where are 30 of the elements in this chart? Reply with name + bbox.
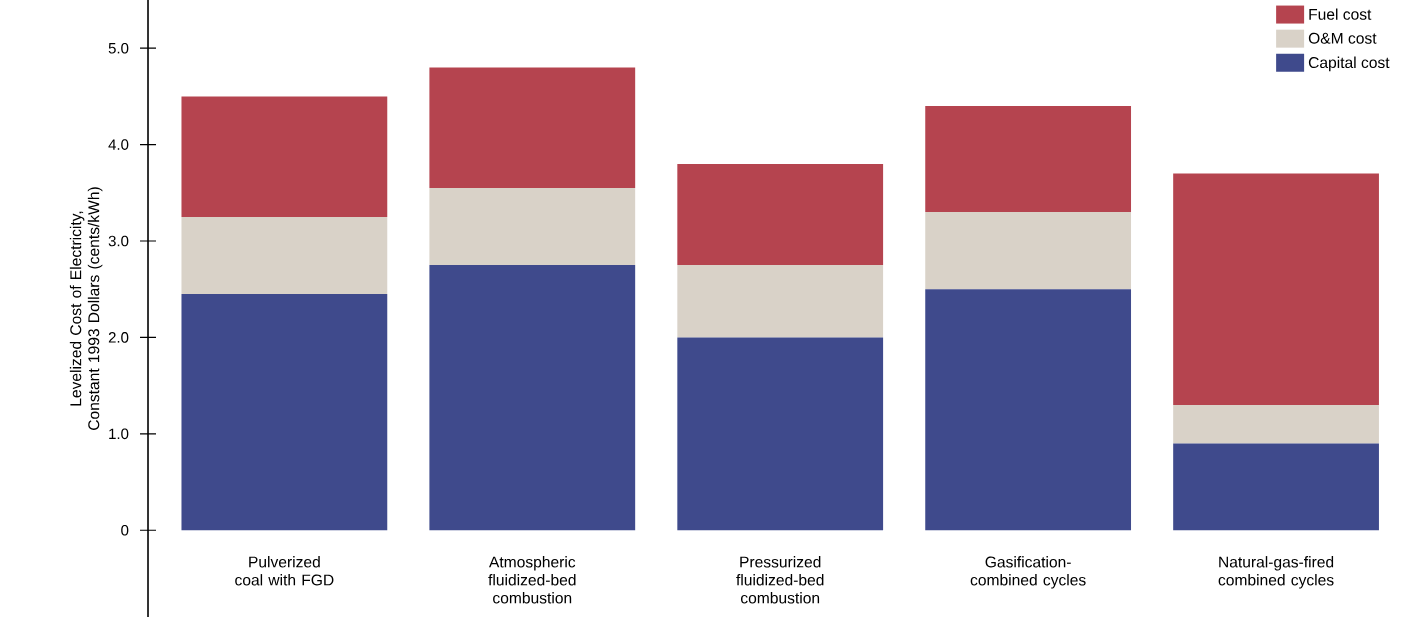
y-tick-label: 4.0 (108, 139, 129, 150)
x-tick-label: Atmospheric fluidized-bed combustion (488, 556, 576, 604)
bar (181, 294, 388, 531)
x-tick-label: Natural-gas-fired combined cycles (1218, 556, 1334, 589)
bar (677, 163, 884, 266)
bar (1173, 404, 1379, 444)
bar (677, 265, 884, 338)
y-axis-title: Levelized Cost of Electricity, Constant 1993 Dollars (cents/kWh) (69, 187, 103, 430)
y-tick-label: 1.0 (109, 428, 129, 440)
bar (925, 289, 1132, 531)
y-tick-label: 5.0 (108, 42, 129, 54)
y-tick-label: 2.0 (108, 332, 129, 343)
bar (925, 212, 1132, 290)
legend-label: Fuel cost (1309, 8, 1372, 20)
bar (181, 96, 388, 217)
x-tick-label: Pulverized coal with FGD (235, 556, 334, 586)
bar (677, 337, 884, 531)
y-tick-label: 3.0 (108, 235, 129, 247)
bar (429, 67, 636, 188)
y-tick-label: 0 (121, 524, 129, 536)
bar (429, 188, 636, 266)
x-tick-label: Pressurized fluidized-bed combustion (736, 556, 824, 604)
bar (181, 216, 388, 295)
legend-label: Capital cost (1308, 56, 1390, 72)
bar (429, 265, 636, 531)
x-tick-label: Gasification-combined cycles (970, 556, 1086, 589)
bar (1173, 173, 1379, 405)
bar (925, 106, 1132, 213)
legend-label: O&M cost (1308, 32, 1377, 44)
bar (1173, 443, 1379, 531)
